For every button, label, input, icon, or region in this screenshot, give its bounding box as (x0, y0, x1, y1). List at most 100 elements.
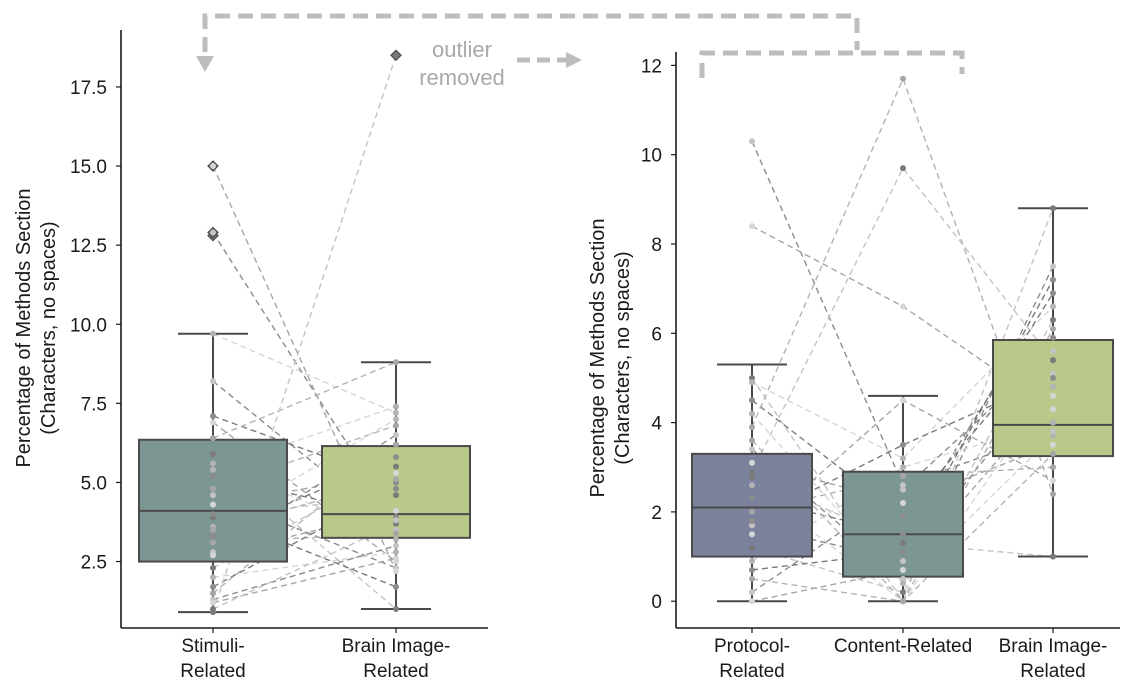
data-point (749, 566, 755, 573)
data-point (749, 531, 755, 538)
data-point (749, 446, 755, 453)
data-point (900, 165, 906, 172)
data-point (749, 437, 755, 444)
subject-connector-line (212, 333, 397, 414)
data-point (210, 378, 216, 385)
subject-connector-line (212, 55, 397, 613)
data-point (1050, 290, 1056, 297)
data-point (1050, 205, 1056, 212)
data-point (393, 422, 399, 429)
data-point (393, 583, 399, 590)
data-point (749, 473, 755, 480)
data-point (393, 507, 399, 514)
data-point (900, 303, 906, 310)
data-point (210, 485, 216, 492)
data-point (210, 450, 216, 457)
data-point (393, 403, 399, 410)
data-point (1050, 428, 1056, 435)
data-point (1050, 374, 1056, 381)
subject-connector-line (212, 361, 397, 439)
data-point (900, 513, 906, 520)
y-tick-label: 2.5 (81, 553, 107, 574)
y-tick-label: 15.0 (70, 157, 107, 178)
data-point (1050, 303, 1056, 310)
data-point (393, 568, 399, 575)
data-point (393, 441, 399, 448)
data-point (900, 531, 906, 538)
y-axis-label: (Characters, no spaces) (612, 251, 634, 464)
data-point (749, 517, 755, 524)
y-tick-label: 6 (651, 324, 662, 345)
data-point (393, 476, 399, 483)
data-point (1050, 464, 1056, 471)
data-point (1050, 419, 1056, 426)
data-point (393, 52, 399, 59)
data-point (749, 495, 755, 502)
y-axis-label: Percentage of Methods Section (13, 188, 35, 467)
annotation-line-2: removed (419, 65, 505, 90)
data-point (749, 598, 755, 605)
data-point (900, 499, 906, 506)
data-point (1050, 406, 1056, 413)
data-point (1050, 263, 1056, 270)
data-point (900, 589, 906, 596)
y-tick-label: 17.5 (70, 78, 107, 99)
data-point (393, 606, 399, 613)
data-point (749, 558, 755, 565)
x-tick-label: Related (1020, 661, 1086, 682)
data-point (900, 566, 906, 573)
y-tick-label: 10.0 (70, 315, 107, 336)
data-point (393, 492, 399, 499)
data-point (749, 424, 755, 431)
data-point (210, 413, 216, 420)
data-point (393, 517, 399, 524)
data-point (210, 501, 216, 508)
subject-connector-line (212, 545, 397, 601)
data-point (900, 540, 906, 547)
subject-connector-line (212, 551, 397, 579)
data-point (749, 223, 755, 230)
data-point (393, 530, 399, 537)
data-point (1050, 276, 1056, 283)
x-tick-label: Brain Image- (999, 636, 1108, 657)
data-point (393, 549, 399, 556)
data-point (393, 485, 399, 492)
left-chart-panel: 2.5 5.0 7.5 10.0 12.5 15.0 17.5 Stimuli- Related… (13, 30, 488, 682)
y-tick-label: 4 (651, 414, 662, 435)
data-point (1050, 491, 1056, 498)
data-point (1050, 357, 1056, 364)
data-point (749, 459, 755, 466)
data-point (900, 549, 906, 556)
data-point (900, 558, 906, 565)
connector-top-bracket (202, 13, 965, 78)
data-point (210, 533, 216, 540)
subject-connector-line (751, 166, 1054, 473)
x-tick-label: Content-Related (834, 636, 972, 657)
data-point (749, 589, 755, 596)
data-point (210, 590, 216, 597)
data-point (749, 410, 755, 417)
x-tick-label: Brain Image- (342, 636, 451, 657)
data-point (393, 463, 399, 470)
data-point (1050, 348, 1056, 355)
data-point (210, 599, 216, 606)
y-tick-label: 5.0 (81, 473, 107, 494)
data-point (210, 574, 216, 581)
data-point (749, 575, 755, 582)
data-point (749, 544, 755, 551)
y-tick-label: 2 (651, 503, 662, 524)
data-point (393, 469, 399, 476)
x-tick-label: Stimuli- (181, 636, 244, 657)
x-tick-label: Related (719, 661, 785, 682)
x-tick-label: Related (363, 661, 429, 682)
data-point (1050, 370, 1056, 377)
data-point (1050, 553, 1056, 560)
data-point (749, 468, 755, 475)
data-point (1050, 316, 1056, 323)
arrow-right-icon (566, 52, 582, 68)
data-point (900, 455, 906, 462)
data-point (210, 564, 216, 571)
data-point (900, 473, 906, 480)
y-tick-label: 10 (641, 146, 662, 167)
data-point (210, 163, 216, 170)
